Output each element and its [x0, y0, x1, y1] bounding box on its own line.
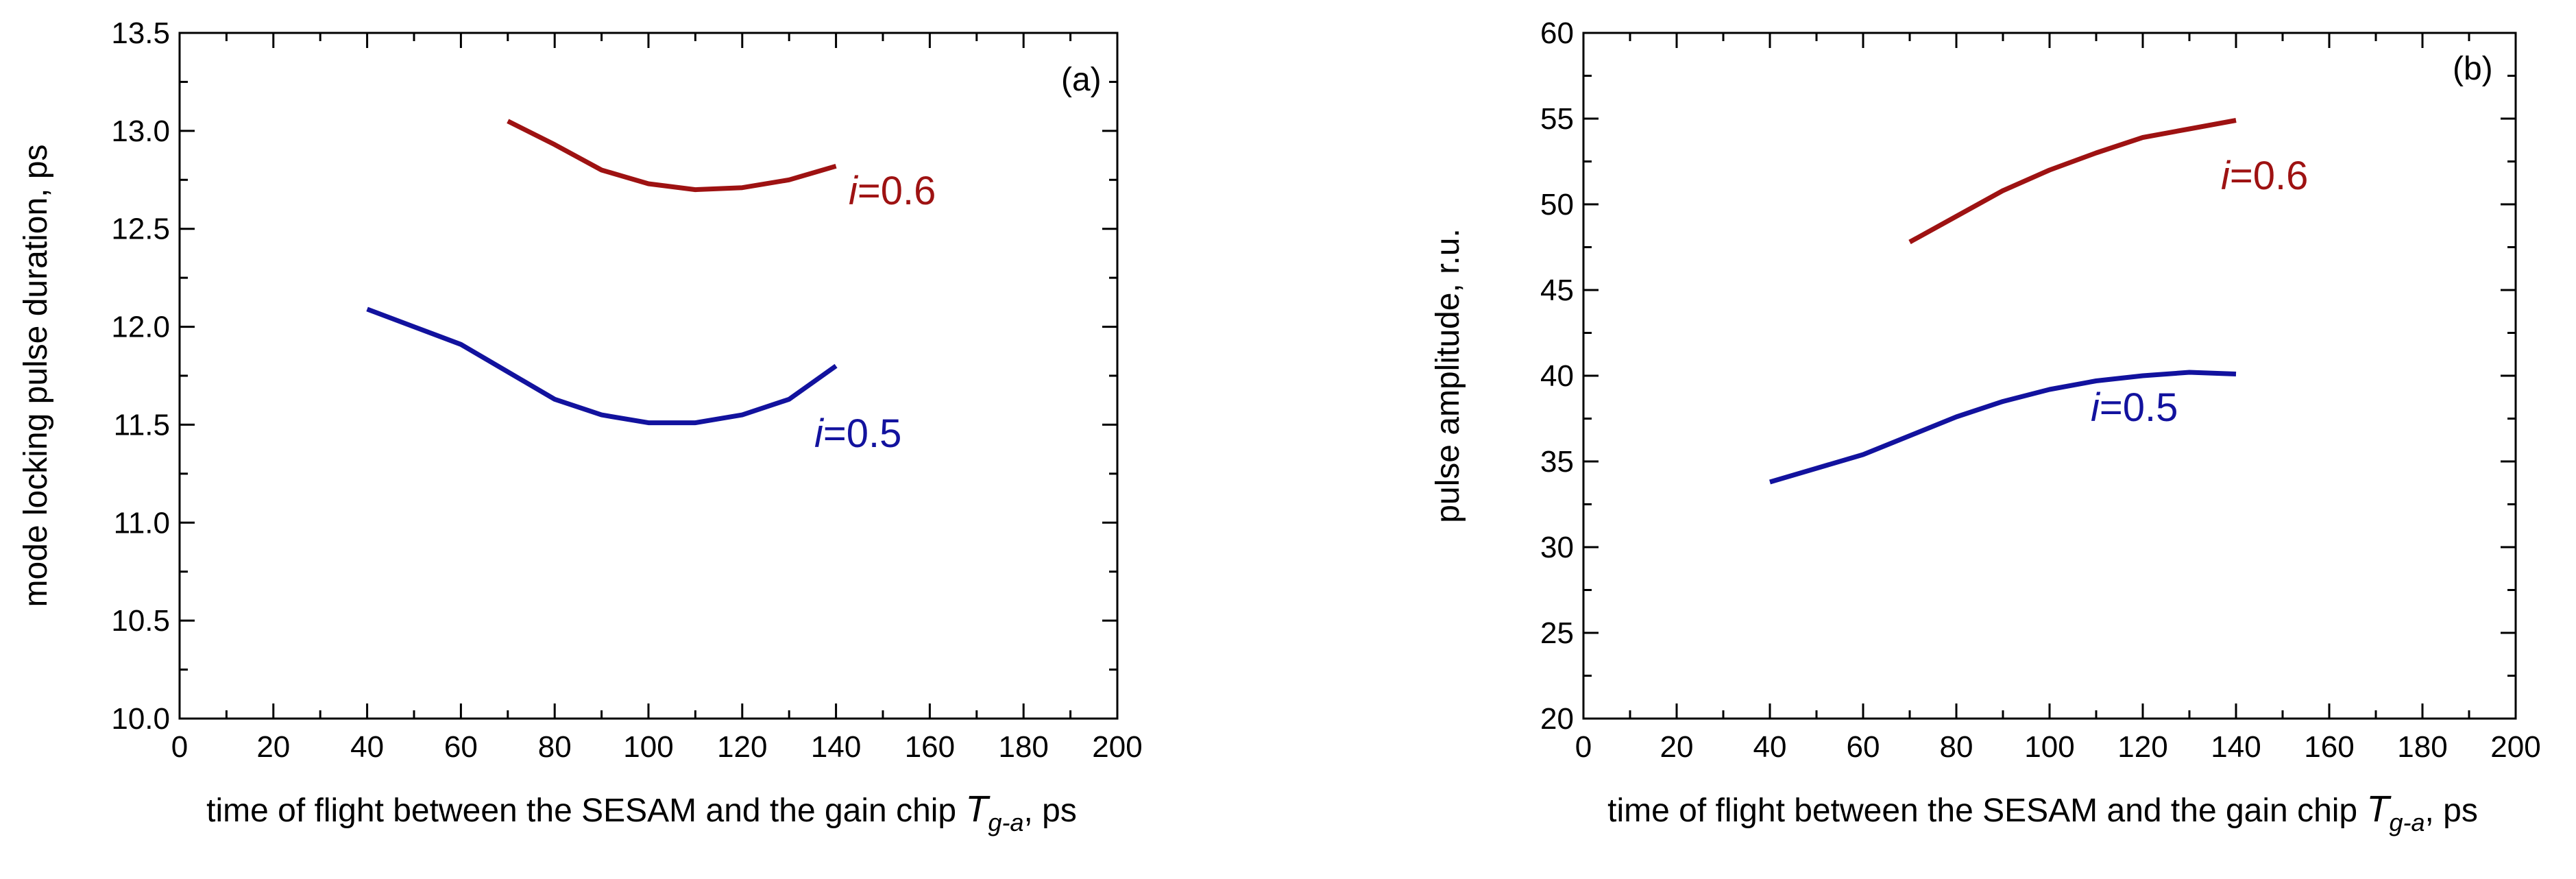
x-axis-label-text: time of flight between the SESAM and the… [206, 793, 965, 829]
x-tick-label: 120 [717, 730, 767, 764]
y-tick-label: 60 [1540, 16, 1574, 50]
x-tick-label: 200 [2490, 730, 2540, 764]
series-label-0: i=0.6 [849, 169, 936, 213]
panel-label: (b) [2453, 51, 2493, 87]
x-tick-label: 60 [1847, 730, 1880, 764]
x-tick-label: 160 [2304, 730, 2354, 764]
series-line-1 [1769, 370, 2237, 485]
series-line-1 [366, 306, 838, 426]
x-axis-label: time of flight between the SESAM and the… [206, 788, 1077, 836]
y-tick-label: 11.0 [114, 506, 170, 540]
y-tick-label: 12.0 [111, 311, 170, 344]
y-tick-label: 45 [1540, 274, 1574, 307]
series-label-0: i=0.6 [2221, 154, 2308, 198]
series-label-value: =0.6 [2230, 154, 2309, 198]
panel-label: (a) [1061, 62, 1102, 98]
x-tick-label: 200 [1092, 730, 1142, 764]
x-tick-label: 0 [1575, 730, 1592, 764]
y-tick-label: 20 [1540, 702, 1574, 736]
plot-frame [178, 32, 1119, 720]
series-label-symbol: i [849, 169, 859, 213]
series-label-symbol: i [2091, 385, 2101, 430]
y-tick-label: 13.5 [111, 16, 170, 50]
x-axis-label-subscript: g-a [988, 808, 1023, 836]
y-tick-label: 50 [1540, 188, 1574, 221]
y-tick-label: 13.0 [111, 115, 170, 148]
x-tick-label: 140 [811, 730, 861, 764]
x-tick-label: 80 [1940, 730, 1973, 764]
y-axis-label: mode locking pulse duration, ps [18, 144, 54, 607]
y-tick-label: 10.0 [111, 702, 170, 736]
series-label-value: =0.6 [858, 169, 936, 213]
x-axis-label-text: time of flight between the SESAM and the… [1607, 793, 2366, 829]
y-tick-label: 35 [1540, 445, 1574, 479]
x-tick-label: 100 [2024, 730, 2074, 764]
x-tick-label: 160 [905, 730, 955, 764]
plot-frame [1582, 32, 2517, 720]
x-tick-label: 120 [2117, 730, 2167, 764]
y-tick-label: 12.5 [111, 213, 170, 246]
x-axis-label-unit: , ps [2425, 793, 2477, 829]
x-tick-label: 20 [256, 730, 290, 764]
x-axis-label-symbol: T [965, 788, 991, 830]
series-label-symbol: i [2221, 154, 2231, 198]
x-axis-label-subscript: g-a [2389, 808, 2425, 836]
series-label-symbol: i [814, 411, 825, 456]
x-tick-label: 180 [998, 730, 1048, 764]
x-axis-label-symbol: T [2366, 788, 2392, 830]
series-label-1: i=0.5 [2091, 385, 2178, 430]
x-tick-label: 60 [444, 730, 478, 764]
series-line-0 [507, 119, 837, 193]
y-tick-label: 30 [1540, 531, 1574, 564]
y-tick-label: 55 [1540, 102, 1574, 136]
y-tick-label: 11.5 [114, 408, 170, 442]
series-label-1: i=0.5 [814, 411, 901, 456]
x-tick-label: 80 [538, 730, 572, 764]
y-tick-label: 10.5 [111, 604, 170, 638]
y-tick-label: 40 [1540, 359, 1574, 393]
series-line-0 [1908, 118, 2237, 245]
x-tick-label: 140 [2211, 730, 2261, 764]
x-tick-label: 20 [1660, 730, 1694, 764]
x-tick-label: 0 [171, 730, 188, 764]
x-tick-label: 40 [1753, 730, 1787, 764]
panel-b-pulse-amplitude-chart: 0 20 40 60 80 100 120 140 160 180 2002025303540455… [1430, 16, 2541, 836]
series-label-value: =0.5 [2100, 385, 2178, 430]
x-axis-label-unit: , ps [1023, 793, 1076, 829]
y-tick-label: 25 [1540, 616, 1574, 650]
y-axis-label: pulse amplitude, r.u. [1430, 228, 1466, 523]
x-axis-label: time of flight between the SESAM and the… [1607, 788, 2478, 836]
x-tick-label: 100 [623, 730, 673, 764]
x-tick-label: 180 [2397, 730, 2447, 764]
series-label-value: =0.5 [823, 411, 902, 456]
x-tick-label: 40 [350, 730, 384, 764]
panel-a-pulse-duration-chart: 0 20 40 60 80 100 120 140 160 180 200 10.0 10.5 11.0 1… [18, 16, 1143, 836]
